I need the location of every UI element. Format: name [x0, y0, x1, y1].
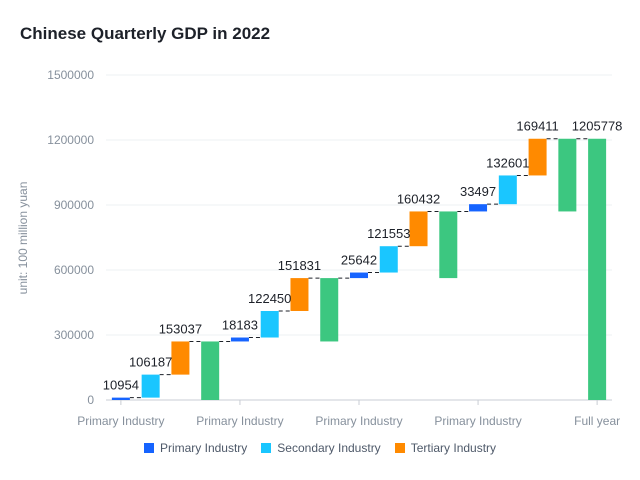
bar-secondary — [379, 246, 398, 273]
x-tick-label: Primary Industry — [434, 414, 521, 428]
legend-item[interactable]: Secondary Industry — [261, 441, 381, 455]
x-tick-label: Full year — [574, 414, 620, 428]
bar-secondary — [141, 374, 160, 398]
legend-item[interactable]: Primary Industry — [143, 441, 248, 455]
data-label: 151831 — [278, 258, 321, 273]
bar-primary — [469, 204, 488, 212]
bar-total — [439, 211, 458, 279]
data-label: 132601 — [486, 155, 529, 170]
data-label: 160432 — [397, 191, 440, 206]
data-label: 10954 — [103, 378, 139, 393]
legend-label: Tertiary Industry — [410, 441, 497, 455]
legend-item[interactable]: Tertiary Industry — [394, 441, 497, 455]
bar-total — [588, 138, 607, 400]
data-label: 1205778 — [572, 119, 623, 134]
bar-primary — [111, 397, 130, 400]
legend-swatch — [143, 443, 154, 453]
bar-tertiary — [171, 341, 190, 375]
y-tick-label: 600000 — [54, 263, 94, 277]
bars — [111, 138, 607, 400]
y-tick-label: 1500000 — [47, 68, 94, 82]
legend-label: Secondary Industry — [277, 441, 381, 455]
y-axis-title: unit: 100 million yuan — [16, 182, 30, 295]
data-label: 169411 — [516, 119, 558, 134]
legend: Primary Industry Secondary Industry Tertia… — [0, 441, 640, 455]
data-label: 121553 — [367, 226, 410, 241]
connector-lines — [129, 138, 589, 399]
data-label: 25642 — [341, 253, 377, 268]
data-label: 153037 — [159, 321, 202, 336]
axes: 0 300000 600000 900000 1200000 1500000 Primary… — [47, 68, 620, 428]
data-label: 122450 — [248, 291, 291, 306]
y-tick-label: 300000 — [54, 328, 94, 342]
data-label: 106187 — [129, 355, 172, 370]
y-tick-label: 1200000 — [47, 133, 94, 147]
bar-total — [320, 278, 339, 342]
x-tick-label: Primary Industry — [77, 414, 164, 428]
x-tick-label: Primary Industry — [196, 414, 283, 428]
bar-tertiary — [409, 211, 428, 247]
legend-swatch — [394, 443, 405, 453]
grid-lines — [106, 74, 612, 336]
bar-tertiary — [290, 278, 309, 311]
legend-swatch — [261, 443, 272, 453]
data-label: 18183 — [222, 318, 258, 333]
bar-primary — [350, 272, 368, 279]
bar-total — [558, 138, 577, 212]
y-tick-label: 900000 — [54, 198, 94, 212]
bar-tertiary — [528, 138, 547, 176]
bar-total — [201, 341, 220, 400]
bar-primary — [230, 337, 249, 342]
legend-label: Primary Industry — [159, 441, 248, 455]
bar-secondary — [260, 310, 279, 338]
bar-secondary — [498, 175, 517, 205]
data-label: 33497 — [460, 184, 496, 199]
chart-title: Chinese Quarterly GDP in 2022 — [20, 24, 271, 43]
data-labels: 10954 106187 153037 18183 122450 151831 25642 1… — [103, 119, 623, 393]
y-tick-label: 0 — [87, 393, 94, 407]
x-tick-label: Primary Industry — [315, 414, 402, 428]
